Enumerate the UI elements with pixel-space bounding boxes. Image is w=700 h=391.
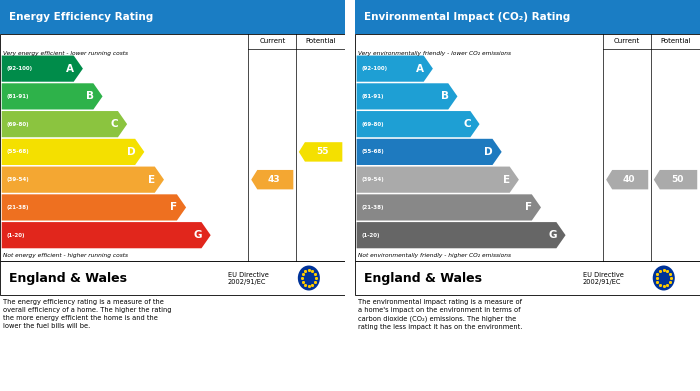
Text: (55-68): (55-68) — [6, 149, 29, 154]
Polygon shape — [299, 142, 342, 161]
Bar — [355, 0, 700, 34]
Text: (21-38): (21-38) — [361, 205, 384, 210]
Text: (92-100): (92-100) — [361, 66, 387, 71]
Polygon shape — [1, 56, 83, 82]
Text: Potential: Potential — [305, 38, 336, 45]
Text: B: B — [441, 91, 449, 101]
Bar — [0, 0, 345, 34]
Text: F: F — [525, 203, 532, 212]
Text: The energy efficiency rating is a measure of the
overall efficiency of a home. T: The energy efficiency rating is a measur… — [4, 299, 172, 329]
Bar — [0, 34, 345, 261]
Text: England & Wales: England & Wales — [8, 271, 127, 285]
Text: (39-54): (39-54) — [6, 177, 29, 182]
Text: (55-68): (55-68) — [361, 149, 384, 154]
Text: A: A — [416, 64, 424, 74]
Text: Environmental Impact (CO₂) Rating: Environmental Impact (CO₂) Rating — [363, 12, 570, 22]
Circle shape — [652, 265, 675, 291]
Text: 50: 50 — [671, 175, 683, 184]
Text: (69-80): (69-80) — [361, 122, 384, 127]
Polygon shape — [356, 111, 480, 137]
Polygon shape — [1, 222, 211, 248]
Text: (69-80): (69-80) — [6, 122, 29, 127]
Text: (1-20): (1-20) — [361, 233, 379, 238]
Polygon shape — [606, 170, 648, 189]
Text: 55: 55 — [316, 147, 329, 156]
Text: C: C — [111, 119, 118, 129]
Polygon shape — [1, 167, 164, 193]
Text: (92-100): (92-100) — [6, 66, 32, 71]
Text: A: A — [66, 64, 74, 74]
Text: 43: 43 — [268, 175, 281, 184]
Text: Current: Current — [614, 38, 640, 45]
Text: Potential: Potential — [660, 38, 691, 45]
Text: D: D — [127, 147, 136, 157]
Text: (21-38): (21-38) — [6, 205, 29, 210]
Text: D: D — [484, 147, 493, 157]
Polygon shape — [356, 222, 566, 248]
Text: G: G — [548, 230, 556, 240]
Polygon shape — [356, 56, 433, 82]
Polygon shape — [251, 170, 293, 189]
Polygon shape — [356, 139, 502, 165]
Text: England & Wales: England & Wales — [363, 271, 482, 285]
Text: Not environmentally friendly - higher CO₂ emissions: Not environmentally friendly - higher CO… — [358, 253, 512, 258]
Text: Not energy efficient - higher running costs: Not energy efficient - higher running co… — [4, 253, 129, 258]
Text: (81-91): (81-91) — [6, 94, 29, 99]
Bar — [355, 34, 700, 261]
Text: EU Directive
2002/91/EC: EU Directive 2002/91/EC — [228, 271, 269, 285]
Polygon shape — [356, 167, 519, 193]
Text: (39-54): (39-54) — [361, 177, 384, 182]
Text: F: F — [170, 203, 177, 212]
Text: Current: Current — [259, 38, 286, 45]
Text: The environmental impact rating is a measure of
a home's impact on the environme: The environmental impact rating is a mea… — [358, 299, 523, 330]
Text: B: B — [86, 91, 94, 101]
Circle shape — [298, 265, 320, 291]
Bar — [355, 261, 700, 295]
Polygon shape — [1, 194, 186, 221]
Polygon shape — [1, 83, 103, 109]
Bar — [0, 261, 345, 295]
Polygon shape — [356, 83, 458, 109]
Text: E: E — [503, 175, 510, 185]
Text: G: G — [193, 230, 202, 240]
Text: Very energy efficient - lower running costs: Very energy efficient - lower running co… — [4, 51, 129, 56]
Text: C: C — [463, 119, 471, 129]
Text: (1-20): (1-20) — [6, 233, 25, 238]
Text: Very environmentally friendly - lower CO₂ emissions: Very environmentally friendly - lower CO… — [358, 51, 512, 56]
Polygon shape — [654, 170, 697, 189]
Text: Energy Efficiency Rating: Energy Efficiency Rating — [8, 12, 153, 22]
Polygon shape — [1, 111, 127, 137]
Polygon shape — [356, 194, 541, 221]
Text: EU Directive
2002/91/EC: EU Directive 2002/91/EC — [582, 271, 624, 285]
Polygon shape — [1, 139, 144, 165]
Text: (81-91): (81-91) — [361, 94, 384, 99]
Text: E: E — [148, 175, 155, 185]
Text: 40: 40 — [623, 175, 636, 184]
